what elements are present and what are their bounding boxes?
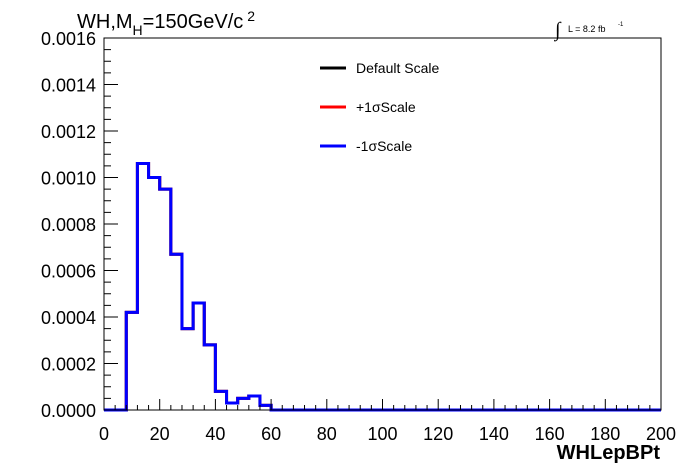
x-tick-label: 180 xyxy=(590,424,620,444)
title-superscript: 2 xyxy=(247,8,255,24)
y-tick-label: 0.0012 xyxy=(41,122,96,142)
x-tick-label: 200 xyxy=(646,424,676,444)
title-prefix: WH,M xyxy=(77,11,133,33)
x-tick-label: 0 xyxy=(99,424,109,444)
y-tick-label: 0.0002 xyxy=(41,355,96,375)
legend-label: -1σScale xyxy=(356,138,412,154)
y-tick-label: 0.0010 xyxy=(41,169,96,189)
y-tick-label: 0.0008 xyxy=(41,215,96,235)
x-tick-label: 80 xyxy=(317,424,337,444)
luminosity-superscript: -1 xyxy=(618,22,624,28)
y-tick-label: 0.0004 xyxy=(41,308,96,328)
y-tick-label: 0.0006 xyxy=(41,262,96,282)
x-tick-label: 100 xyxy=(367,424,397,444)
y-axis: 0.0000 0.0002 0.0004 0.0006 0.0008 0.0010 0.00… xyxy=(41,29,118,421)
title-subscript: H xyxy=(133,22,143,38)
x-tick-label: 160 xyxy=(535,424,565,444)
legend-label: Default Scale xyxy=(356,60,439,76)
x-tick-label: 20 xyxy=(150,424,170,444)
x-axis: 0 20 40 60 80 100 120 140 160 180 200 xyxy=(99,399,676,444)
x-axis-label: WHLepBPt xyxy=(557,442,661,464)
chart-title: WH,MH=150GeV/c 2 xyxy=(77,8,255,38)
x-tick-label: 140 xyxy=(479,424,509,444)
title-main: =150GeV/c xyxy=(143,11,244,33)
y-tick-label: 0.0000 xyxy=(41,401,96,421)
y-tick-label: 0.0016 xyxy=(41,29,96,49)
luminosity-label: ∫ L = 8.2 fb -1 xyxy=(553,19,624,42)
legend: Default Scale +1σScale -1σScale xyxy=(320,60,439,154)
luminosity-text: L = 8.2 fb xyxy=(568,24,605,34)
x-tick-label: 40 xyxy=(205,424,225,444)
x-tick-label: 120 xyxy=(423,424,453,444)
luminosity-integral-sign: ∫ xyxy=(553,19,562,42)
x-tick-label: 60 xyxy=(261,424,281,444)
y-tick-label: 0.0014 xyxy=(41,76,96,96)
legend-label: +1σScale xyxy=(356,99,416,115)
